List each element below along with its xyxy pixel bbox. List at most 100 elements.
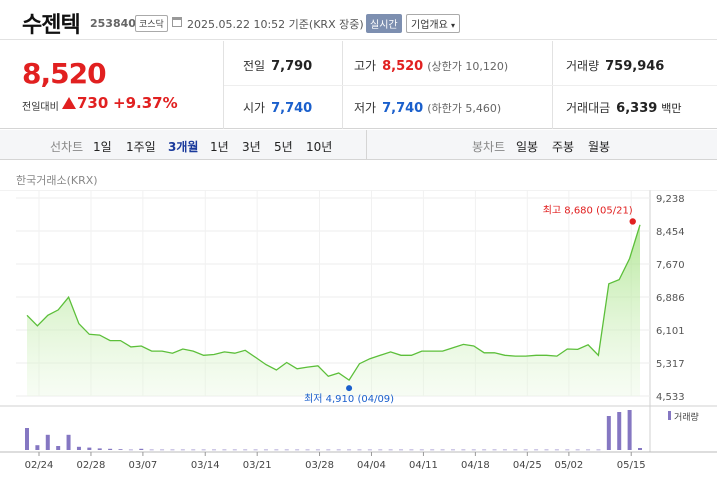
y-tick-label: 4,533: [656, 392, 685, 403]
x-tick-label: 03/21: [243, 460, 272, 471]
tab-3m[interactable]: 3개월: [168, 140, 199, 154]
y-tick-label: 8,454: [656, 227, 685, 238]
tab-daily[interactable]: 일봉: [516, 140, 539, 154]
exchange-label: 한국거래소(KRX): [16, 174, 98, 187]
tab-5y[interactable]: 5년: [274, 140, 293, 154]
volume-bar: [76, 446, 81, 450]
amount-value: 6,339: [616, 101, 658, 116]
price-chart: 9,238 8,454 7,670 6,886 6,101 5,317 4,533 02/24…: [0, 190, 717, 471]
tab-1d[interactable]: 1일: [93, 140, 112, 154]
company-overview-dropdown[interactable]: 기업개요 ▾: [406, 14, 461, 33]
volume-value: 759,946: [605, 59, 665, 74]
price-area: [27, 224, 640, 396]
volume-bar: [160, 449, 165, 451]
volume-bar: [25, 428, 29, 450]
volume-bar: [638, 448, 642, 450]
volume-bar: [56, 446, 61, 450]
tab-10y[interactable]: 10년: [306, 140, 333, 154]
prev-close-label: 전일: [243, 59, 266, 73]
x-tick-label: 03/07: [128, 460, 157, 471]
volume-bar: [170, 449, 175, 451]
volume-bar: [108, 448, 113, 450]
x-tick-label: 02/28: [77, 460, 106, 471]
volume-bar: [575, 449, 580, 451]
volume-bar: [295, 449, 300, 451]
volume-legend-swatch: [668, 411, 671, 420]
volume-bar: [222, 449, 227, 451]
stock-code: 253840: [90, 17, 136, 30]
tab-weekly[interactable]: 주봉: [552, 140, 575, 154]
y-tick-label: 6,886: [656, 293, 685, 304]
change-value: 730: [77, 94, 109, 112]
line-chart-label: 선차트: [50, 140, 84, 154]
x-tick-label: 05/15: [617, 460, 646, 471]
x-tick-label: 03/14: [191, 460, 220, 471]
prev-close-value: 7,790: [271, 59, 313, 74]
volume-bar: [419, 449, 424, 451]
y-tick-label: 6,101: [656, 326, 685, 337]
high-cell: 고가 8,520 (상한가 10,120): [354, 57, 508, 74]
max-label: 최고 8,680 (05/21): [543, 204, 633, 216]
volume-bar: [399, 449, 404, 451]
realtime-button[interactable]: 실시간: [366, 14, 402, 33]
max-point: [629, 218, 636, 225]
amount-label: 거래대금: [566, 101, 611, 115]
volume-bar: [274, 449, 279, 451]
volume-bar: [118, 449, 123, 450]
chevron-down-icon: ▾: [451, 21, 456, 30]
volume-legend: 거래량: [674, 411, 699, 423]
volume-bar: [139, 448, 144, 450]
volume-bar: [315, 449, 320, 451]
volume-bar: [471, 449, 476, 451]
volume-bar: [492, 449, 497, 451]
x-tick-label: 03/28: [305, 460, 334, 471]
change-percent: +9.37%: [113, 94, 178, 112]
volume-label: 거래량: [566, 59, 600, 73]
market-badge: 코스닥: [135, 15, 168, 32]
price-line: [26, 224, 641, 382]
x-tick-label: 04/11: [409, 460, 438, 471]
low-value: 7,740: [382, 101, 424, 116]
volume-bar: [253, 449, 258, 451]
min-label: 최저 4,910 (04/09): [304, 393, 394, 405]
volume-bar: [243, 449, 248, 451]
open-cell: 시가 7,740: [243, 99, 312, 116]
calendar-icon: [172, 17, 182, 27]
tab-1y[interactable]: 1년: [210, 140, 229, 154]
divider: [366, 130, 367, 160]
volume-bar: [502, 449, 507, 451]
current-price: 8,520: [22, 57, 107, 90]
volume-bar: [450, 449, 455, 451]
amount-unit: 백만: [661, 102, 682, 115]
tab-1w[interactable]: 1주일: [126, 140, 156, 154]
amount-cell: 거래대금 6,339 백만: [566, 99, 682, 116]
current-price-panel: 8,520 전일대비 730 +9.37%: [0, 41, 224, 129]
up-triangle-icon: [62, 97, 76, 109]
volume-bar: [180, 449, 185, 451]
volume-bar: [284, 449, 289, 451]
tab-3y[interactable]: 3년: [242, 140, 261, 154]
open-value: 7,740: [271, 101, 313, 116]
volume-bar: [97, 448, 102, 450]
upper-limit: (상한가 10,120): [427, 60, 509, 73]
volume-bar: [66, 434, 71, 450]
tab-monthly[interactable]: 월봉: [588, 140, 611, 154]
volume-bar: [388, 449, 393, 451]
volume-bar: [347, 449, 352, 451]
volume-bar: [513, 449, 518, 451]
candle-chart-label: 봉차트: [472, 140, 506, 154]
x-tick-label: 04/04: [357, 460, 386, 471]
low-label: 저가: [354, 101, 377, 115]
chart-tabs: 선차트 1일 1주일 3개월 1년 3년 5년 10년 봉차트 일봉 주봉 월봉: [0, 130, 717, 160]
divider: [224, 85, 717, 86]
y-tick-label: 9,238: [656, 194, 685, 205]
volume-bar: [617, 412, 622, 450]
y-tick-label: 7,670: [656, 260, 685, 271]
high-value: 8,520: [382, 59, 424, 74]
x-tick-label: 04/25: [513, 460, 542, 471]
min-point: [346, 385, 353, 392]
volume-bar: [367, 449, 372, 451]
stock-header: 수젠텍 253840 코스닥 2025.05.22 10:52 기준(KRX 장…: [0, 0, 717, 40]
change-label: 전일대비: [22, 102, 59, 113]
volume-bar: [212, 449, 217, 451]
